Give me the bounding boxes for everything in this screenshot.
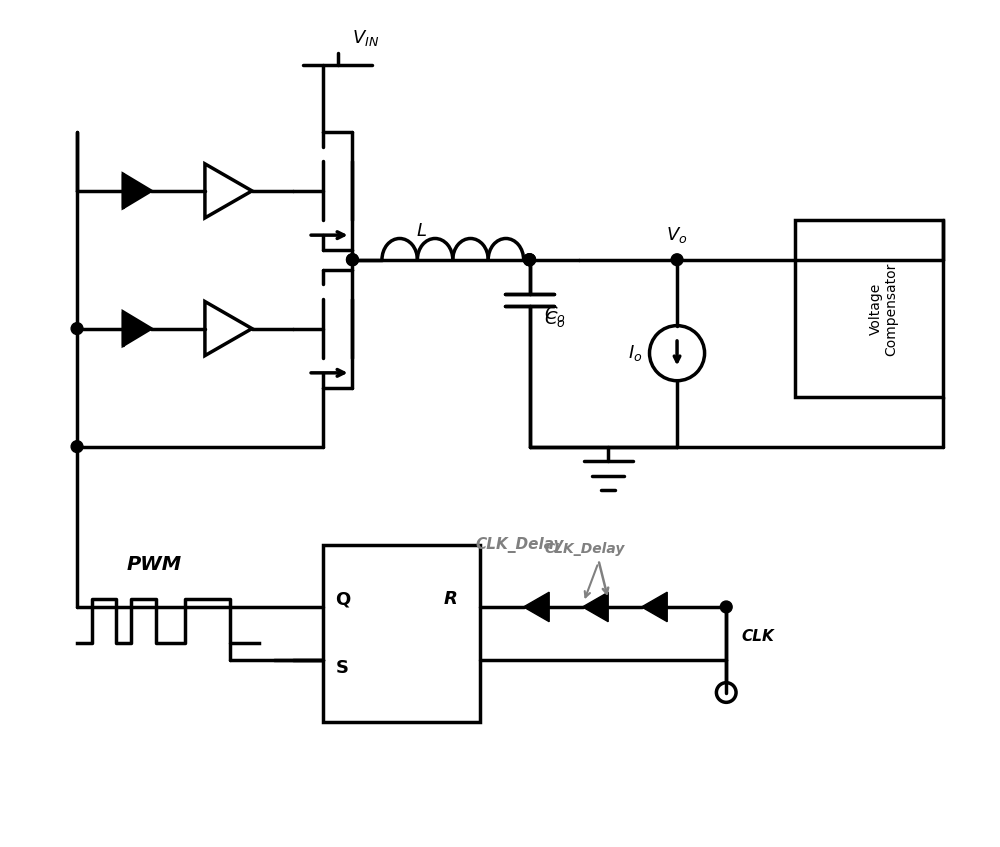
Text: $V_{IN}$: $V_{IN}$ xyxy=(352,28,380,48)
Text: Voltage
Compensator: Voltage Compensator xyxy=(869,263,899,356)
Bar xyxy=(323,545,480,722)
Text: $I_o$: $I_o$ xyxy=(628,343,643,363)
Bar xyxy=(795,220,943,397)
Circle shape xyxy=(524,254,535,266)
Text: CLK_Delay: CLK_Delay xyxy=(475,537,564,553)
Text: S: S xyxy=(336,659,349,677)
Text: $V_o$: $V_o$ xyxy=(666,225,688,245)
Polygon shape xyxy=(123,312,151,345)
Text: CLK_Delay: CLK_Delay xyxy=(544,542,625,556)
Text: $C_o$: $C_o$ xyxy=(544,309,566,329)
Circle shape xyxy=(347,254,358,266)
Circle shape xyxy=(671,254,683,266)
Text: PWM: PWM xyxy=(126,555,181,574)
Circle shape xyxy=(71,323,83,335)
Text: CLK: CLK xyxy=(741,629,774,644)
Text: Q: Q xyxy=(335,590,350,608)
Text: $L$: $L$ xyxy=(416,222,427,240)
Circle shape xyxy=(720,601,732,613)
Polygon shape xyxy=(123,174,151,208)
Text: R: R xyxy=(444,590,458,608)
Circle shape xyxy=(71,440,83,452)
Circle shape xyxy=(524,254,535,266)
Circle shape xyxy=(524,254,535,266)
Text: $C_o$: $C_o$ xyxy=(544,304,566,324)
Polygon shape xyxy=(642,592,667,622)
Polygon shape xyxy=(524,592,549,622)
Polygon shape xyxy=(583,592,608,622)
Circle shape xyxy=(347,254,358,266)
